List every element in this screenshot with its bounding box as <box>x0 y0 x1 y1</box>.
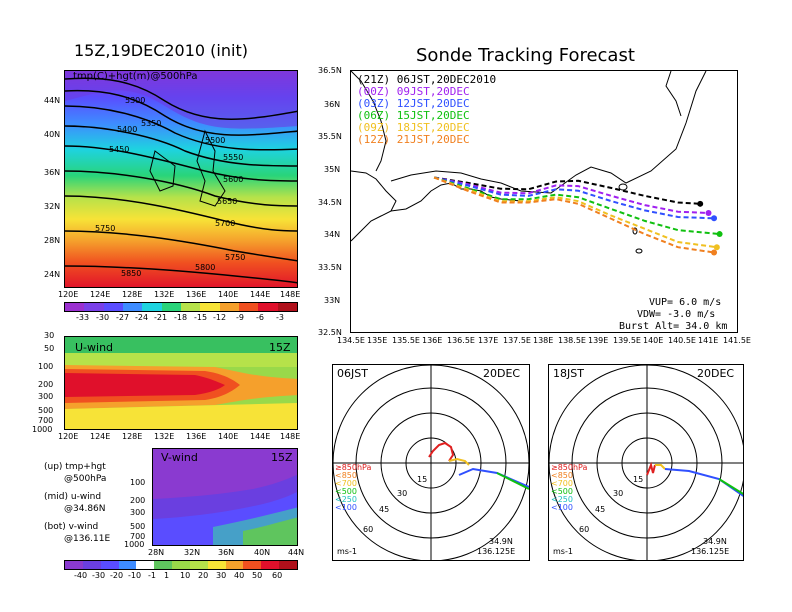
track-line-4 <box>433 176 717 249</box>
ring-label: 45 <box>595 505 606 514</box>
contour-label: 5750 <box>225 253 246 262</box>
contour-label: 5750 <box>95 224 116 233</box>
track-line-2 <box>433 176 715 220</box>
track-plot <box>351 71 723 256</box>
hodo-lon: 136.125E <box>691 547 730 556</box>
contour-label: 5450 <box>109 145 130 154</box>
v-wind-cross-section: V-wind 15Z <box>152 448 298 546</box>
ring-label: 60 <box>363 525 374 534</box>
v-wind-label: V-wind <box>161 451 198 464</box>
temp-height-map: tmp(C)+hgt(m)@500hPa 5300 5350 5400 5450… <box>64 70 298 288</box>
map-label: tmp(C)+hgt(m)@500hPa <box>73 71 198 82</box>
contour-label: 5500 <box>205 136 226 145</box>
hodo-unit: ms-1 <box>337 547 357 556</box>
track-line-5 <box>433 176 715 254</box>
left-title: 15Z,19DEC2010 (init) <box>74 41 248 60</box>
ring-label: 60 <box>579 525 590 534</box>
hodo-lon: 136.125E <box>477 547 516 556</box>
hodo-time: 06JST <box>337 367 368 380</box>
u-wind-cross-section: U-wind 15Z <box>64 336 298 430</box>
contour-label: 5350 <box>141 119 162 128</box>
track-end-marker-5 <box>711 249 718 256</box>
hodo-time: 18JST <box>553 367 584 380</box>
track-end-marker-3 <box>716 231 723 238</box>
track-map: (21Z) 06JST,20DEC2010 (00Z) 09JST,20DEC … <box>350 70 738 333</box>
temp-height-contours <box>65 71 297 287</box>
u-wind-label: U-wind <box>75 341 114 354</box>
track-line-1 <box>433 176 709 214</box>
legend-entry: (21Z) 06JST,20DEC2010 <box>357 73 497 86</box>
contour-label: 5850 <box>121 269 142 278</box>
contour-label: 5400 <box>117 125 138 134</box>
track-end-marker-4 <box>713 244 720 251</box>
track-line-0 <box>433 176 701 205</box>
contour-label: 5650 <box>217 197 238 206</box>
contour-label: 5800 <box>195 263 216 272</box>
contour-label: 5300 <box>125 96 146 105</box>
hodograph-06jst: 06JST 20DEC 15 30 45 60 ms-1 34.9N 136.1… <box>332 364 530 561</box>
hodo-date: 20DEC <box>697 367 735 380</box>
hodo-unit: ms-1 <box>553 547 573 556</box>
legend-entry: (09Z) 18JST,20DEC <box>357 121 470 134</box>
track-end-marker-2 <box>711 215 718 222</box>
contour-label: 5700 <box>215 219 236 228</box>
u-wind-time: 15Z <box>269 341 291 354</box>
ring-label: 15 <box>417 475 428 484</box>
hodo-lat: 34.9N <box>703 537 727 546</box>
legend-entry: (12Z) 21JST,20DEC <box>357 133 470 146</box>
ring-label: 15 <box>633 475 644 484</box>
contour-label: 5550 <box>223 153 244 162</box>
ring-label: 45 <box>379 505 390 514</box>
hodo-date: 20DEC <box>483 367 521 380</box>
hodo-lat: 34.9N <box>489 537 513 546</box>
legend-entry: (00Z) 09JST,20DEC <box>357 85 470 98</box>
right-title: Sonde Tracking Forecast <box>416 45 635 66</box>
v-wind-time: 15Z <box>271 451 293 464</box>
wind-colorbar <box>64 560 298 570</box>
hodograph-18jst: 18JST 20DEC 15 30 45 60 ms-1 34.9N 136.1… <box>548 364 744 561</box>
track-end-marker-1 <box>705 210 712 217</box>
track-end-marker-0 <box>697 200 704 207</box>
contour-label: 5600 <box>223 175 244 184</box>
temperature-colorbar <box>64 302 298 312</box>
ring-label: 30 <box>397 489 408 498</box>
track-line-3 <box>433 176 720 236</box>
legend-entry: (03Z) 12JST,20DEC <box>357 97 470 110</box>
ring-label: 30 <box>613 489 624 498</box>
legend-entry: (06Z) 15JST,20DEC <box>357 109 470 122</box>
